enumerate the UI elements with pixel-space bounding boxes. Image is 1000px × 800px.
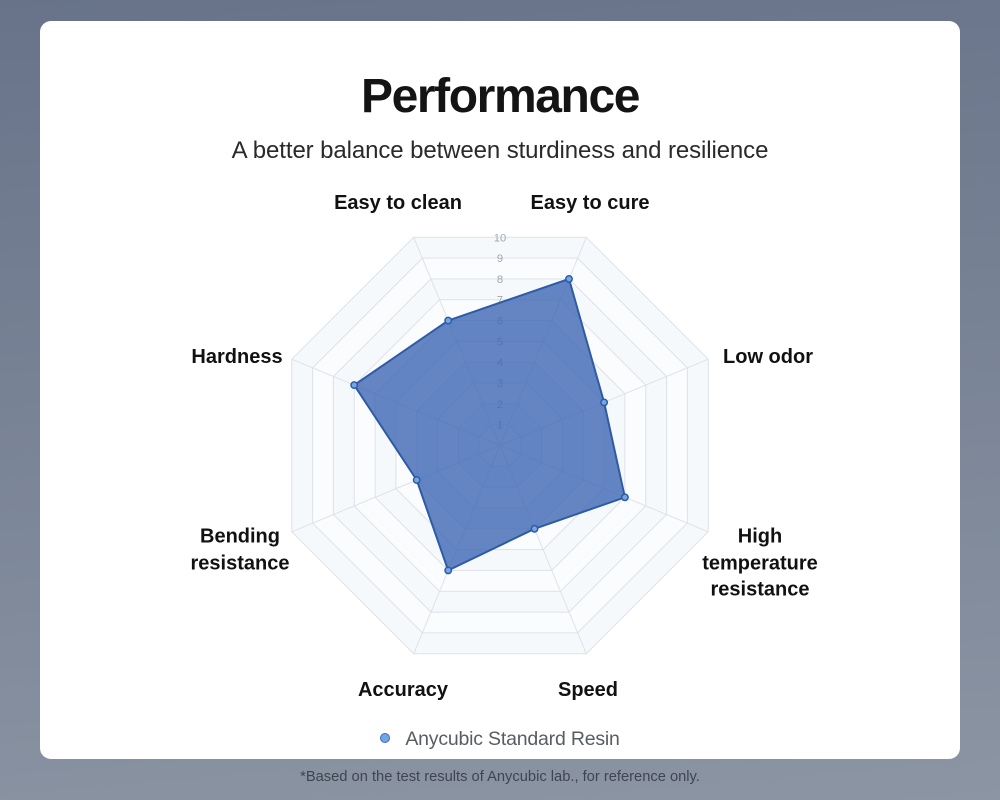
svg-text:10: 10 bbox=[494, 232, 506, 244]
svg-text:8: 8 bbox=[497, 274, 503, 286]
svg-text:7: 7 bbox=[497, 295, 503, 307]
svg-text:9: 9 bbox=[497, 253, 503, 265]
